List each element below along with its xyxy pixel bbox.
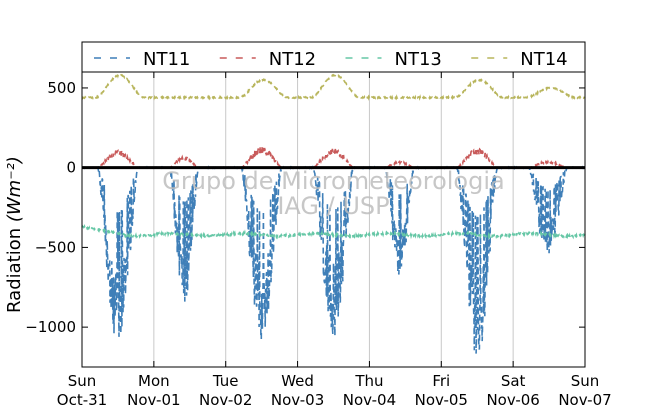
y-axis-label-text: Radiation [4,228,25,313]
x-tick-label-day: Fri [432,372,450,390]
x-tick-label-date: Nov-03 [271,391,324,409]
legend-box [81,41,586,73]
x-tick-label-day: Wed [281,372,314,390]
x-tick-label-date: Nov-07 [558,391,611,409]
y-tick-label: 500 [47,79,76,97]
y-tick-label: 0 [66,159,76,177]
watermark: Grupo de Micrometeorologia IAG / USP [162,167,504,220]
x-tick-label-day: Sat [501,372,526,390]
axis-ticks: SunOct-31MonNov-01TueNov-02WedNov-03ThuN… [25,72,612,409]
series-line-nt12 [82,147,585,169]
x-tick-label-date: Nov-05 [415,391,468,409]
x-tick-label-date: Nov-04 [343,391,396,409]
legend: NT11 NT12 NT13 NT14 [81,41,586,73]
y-tick-label: −1000 [25,318,76,336]
x-tick-label-date: Nov-01 [127,391,180,409]
x-tick-label-date: Nov-02 [199,391,252,409]
x-tick-label-day: Mon [138,372,170,390]
x-tick-label-date: Nov-06 [486,391,539,409]
x-tick-label-day: Sun [68,372,97,390]
legend-label-nt11: NT11 [143,49,190,70]
y-axis-label-unit: (Wm⁻²) [4,156,25,222]
legend-label-nt13: NT13 [395,49,442,70]
watermark-line-1: Grupo de Micrometeorologia [162,167,504,195]
x-tick-label-day: Sun [571,372,600,390]
legend-label-nt12: NT12 [269,49,316,70]
x-tick-label-day: Thu [354,372,383,390]
y-axis-label: Radiation (Wm⁻²) [4,156,25,313]
x-tick-label-date: Oct-31 [57,391,107,409]
watermark-line-2: IAG / USP [277,192,389,220]
x-tick-label-day: Tue [212,372,239,390]
y-tick-label: −500 [35,238,76,256]
series-line-nt14 [81,71,586,101]
vertical-grid [153,72,514,367]
series-line-nt13 [81,223,586,240]
legend-label-nt14: NT14 [520,49,567,70]
